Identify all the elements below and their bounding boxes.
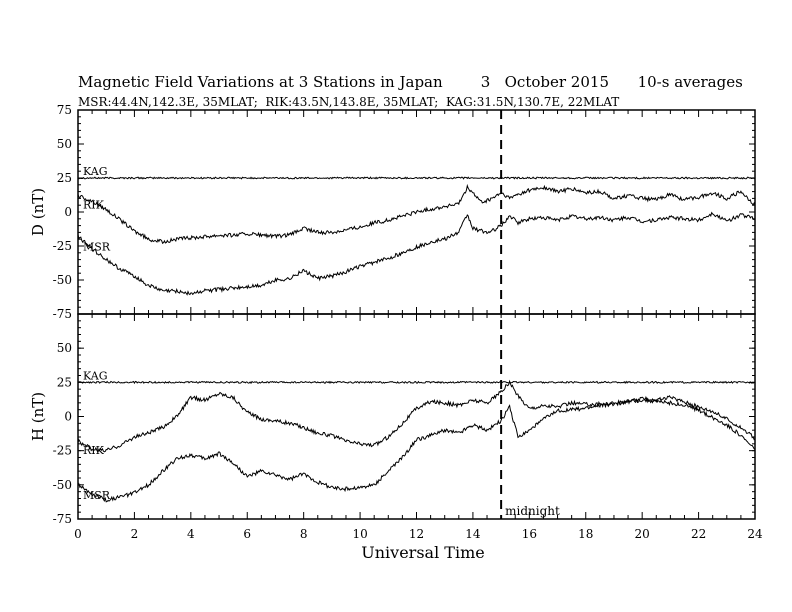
- x-tick-label: 22: [691, 527, 706, 541]
- midnight-label: midnight: [505, 504, 560, 518]
- y-tick-label: -75: [53, 307, 72, 321]
- series-rik-line: [77, 379, 756, 453]
- y-tick-label: 25: [57, 171, 72, 185]
- x-tick-label: 20: [635, 527, 650, 541]
- series-kag-line: [77, 380, 756, 385]
- chart-title: Magnetic Field Variations at 3 Stations …: [78, 73, 743, 91]
- series-label-msr: MSR: [83, 489, 111, 502]
- series-msr-line: [77, 397, 756, 503]
- x-tick-label: 10: [352, 527, 367, 541]
- x-tick-label: 18: [578, 527, 593, 541]
- x-tick-label: 0: [74, 527, 82, 541]
- y-axis-label: H (nT): [29, 392, 47, 441]
- x-tick-label: 16: [522, 527, 537, 541]
- x-tick-label: 24: [747, 527, 763, 541]
- x-tick-label: 2: [131, 527, 139, 541]
- series-msr-line: [77, 211, 756, 296]
- y-tick-label: -50: [53, 273, 72, 287]
- x-tick-label: 14: [465, 527, 481, 541]
- y-tick-label: 25: [57, 375, 72, 389]
- y-tick-label: 0: [64, 205, 72, 219]
- y-axis-label: D (nT): [29, 188, 47, 236]
- series-label-rik: RIK: [83, 444, 105, 457]
- series-label-kag: KAG: [83, 369, 108, 382]
- y-tick-label: -50: [53, 478, 72, 492]
- series-label-msr: MSR: [83, 240, 111, 253]
- x-tick-label: 8: [300, 527, 308, 541]
- x-axis-label: Universal Time: [361, 543, 484, 562]
- panel-frame: [77, 313, 756, 520]
- x-tick-label: 6: [243, 527, 251, 541]
- series-label-kag: KAG: [83, 165, 108, 178]
- panel-h: 50 25 0 -25 -50 -75 H (nT) KAG RIK MSR: [29, 313, 756, 526]
- x-tick-label: 12: [409, 527, 424, 541]
- series-rik-line: [77, 183, 756, 245]
- series-label-rik: RIK: [83, 199, 105, 212]
- y-tick-label: -25: [53, 444, 72, 458]
- x-tick-label: 4: [187, 527, 195, 541]
- panel-d: 75 50 25 0 -25 -50 -75 D (nT) KAG RIK MSR: [29, 103, 756, 321]
- y-tick-label: 50: [57, 137, 72, 151]
- chart-subtitle: MSR:44.4N,142.3E, 35MLAT; RIK:43.5N,143.…: [78, 95, 620, 109]
- y-tick-label: 50: [57, 341, 72, 355]
- y-tick-label: -25: [53, 239, 72, 253]
- y-tick-label: 75: [57, 103, 72, 117]
- y-tick-label: 0: [64, 410, 72, 424]
- y-tick-label: -75: [53, 512, 72, 526]
- series-kag-line: [77, 176, 756, 180]
